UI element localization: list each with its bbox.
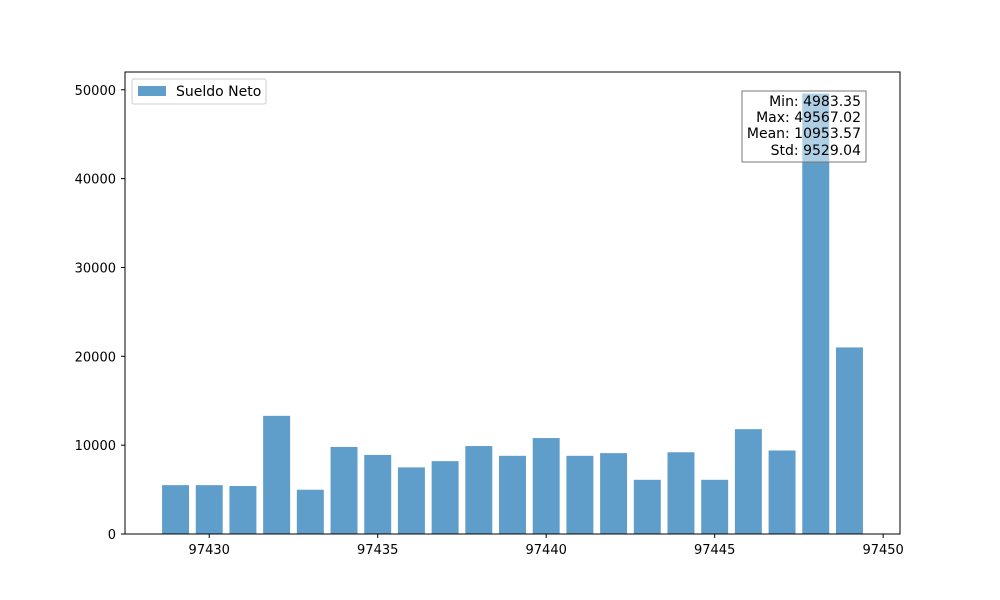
bar (195, 485, 223, 534)
y-tick-label: 0 (108, 528, 116, 543)
bar (431, 461, 459, 534)
stats-min: Min: 4983.35 (769, 94, 861, 110)
y-tick-label: 10000 (75, 439, 116, 454)
stats-std: Std: 9529.04 (771, 143, 861, 159)
bar (701, 479, 729, 534)
bar (296, 489, 324, 534)
bar (465, 446, 493, 534)
bar (802, 93, 830, 534)
bar (532, 438, 560, 534)
bar (263, 415, 291, 534)
x-tick-label: 97435 (357, 543, 398, 558)
y-axis: 0 10000 20000 30000 40000 50000 (75, 84, 125, 543)
x-tick-label: 97450 (862, 543, 903, 558)
stats-mean: Mean: 10953.57 (747, 126, 861, 142)
bar (330, 446, 358, 534)
bar (633, 479, 661, 534)
axes-frame (124, 71, 901, 535)
legend-swatch (138, 86, 166, 96)
bar (600, 453, 628, 534)
x-tick-label: 97445 (694, 543, 735, 558)
bar (499, 455, 526, 534)
bar (364, 454, 392, 534)
y-tick-label: 40000 (75, 173, 116, 188)
bar (397, 467, 425, 534)
legend-box (131, 78, 267, 105)
legend: Sueldo Neto (131, 78, 267, 105)
stats-box-frame (741, 90, 867, 163)
y-tick-label: 30000 (75, 261, 116, 276)
bar (734, 429, 762, 534)
y-tick-label: 20000 (75, 350, 116, 365)
bar (162, 485, 190, 534)
bar (768, 450, 796, 534)
stats-box: Min: 4983.35 Max: 49567.02 Mean: 10953.5… (741, 90, 867, 163)
legend-label: Sueldo Neto (176, 84, 261, 100)
y-tick-label: 50000 (75, 84, 116, 99)
bar (667, 452, 695, 534)
bar (566, 455, 594, 534)
x-tick-label: 97430 (189, 543, 230, 558)
bar (229, 486, 257, 534)
bar (835, 347, 863, 534)
stats-max: Max: 49567.02 (756, 110, 861, 126)
x-axis: 97430 97435 97440 97445 97450 (189, 534, 904, 558)
x-tick-label: 97440 (526, 543, 567, 558)
bars-group (162, 93, 863, 534)
